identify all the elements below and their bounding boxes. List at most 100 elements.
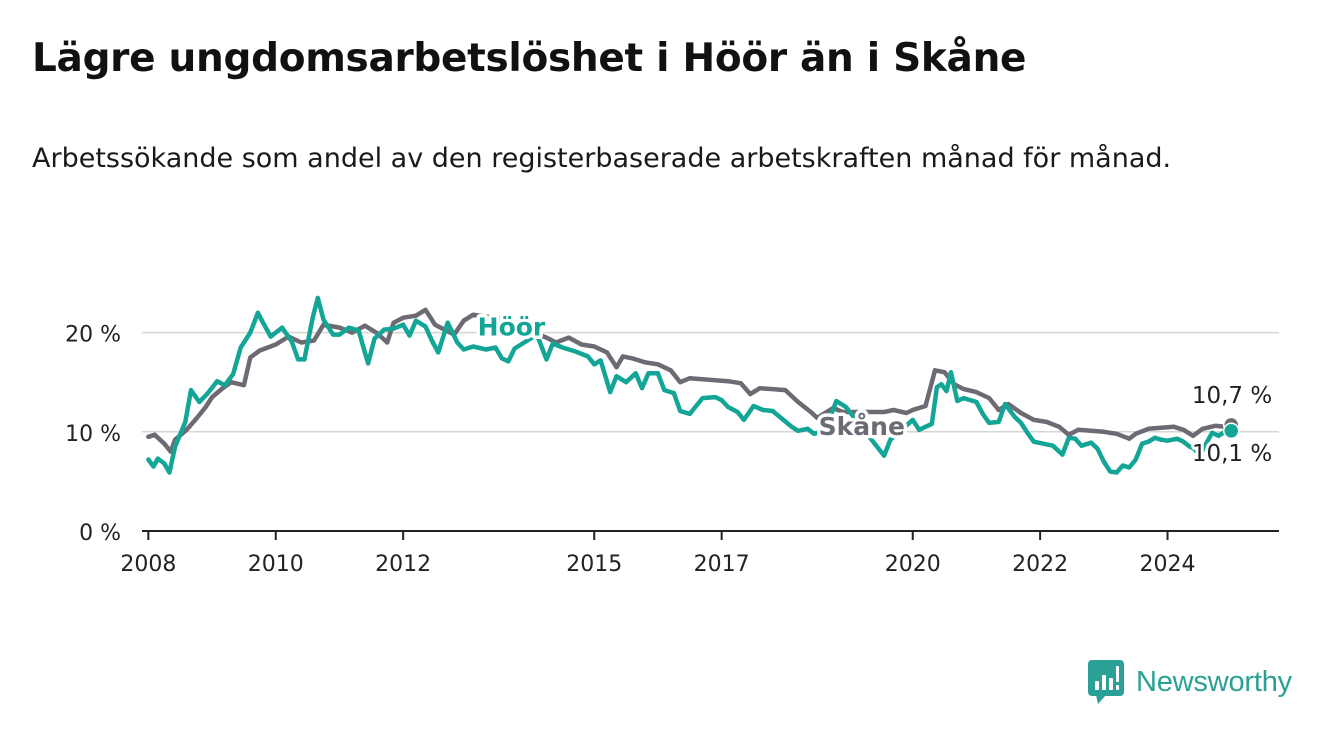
data-point-skane: [210, 395, 215, 400]
data-point-skane: [544, 335, 549, 340]
data-point-hoor: [347, 325, 352, 330]
newsworthy-logo-icon: [1088, 660, 1124, 704]
data-point-hoor: [151, 464, 156, 469]
data-point-hoor: [974, 400, 979, 405]
data-point-skane: [815, 415, 820, 420]
data-point-skane: [579, 342, 584, 347]
end-marker-hoor: [1222, 422, 1240, 440]
data-point-hoor: [1152, 435, 1157, 440]
data-point-skane: [1019, 410, 1024, 415]
data-point-hoor: [1050, 443, 1055, 448]
data-point-hoor: [1165, 438, 1170, 443]
data-point-skane: [337, 325, 342, 330]
data-point-hoor: [882, 453, 887, 458]
data-point-hoor: [483, 347, 488, 352]
data-point-skane: [783, 388, 788, 393]
data-point-skane: [413, 313, 418, 318]
data-point-hoor: [155, 456, 160, 461]
grid-lines: [142, 331, 1279, 433]
data-point-skane: [248, 355, 253, 360]
data-point-hoor: [356, 328, 361, 333]
data-point-hoor: [726, 405, 731, 409]
data-point-hoor: [1095, 446, 1100, 451]
data-point-skane: [219, 387, 224, 392]
data-point-hoor: [878, 449, 883, 454]
data-point-hoor: [1146, 439, 1151, 444]
data-point-hoor: [1187, 444, 1192, 449]
data-point-hoor: [1114, 470, 1119, 475]
data-point-hoor: [939, 382, 944, 387]
data-point-hoor: [796, 428, 801, 433]
data-point-hoor: [445, 320, 450, 325]
data-point-hoor: [948, 370, 953, 375]
series-line-hoor: [146, 295, 1234, 475]
data-point-skane: [499, 317, 504, 322]
data-point-hoor: [261, 320, 266, 325]
data-point-hoor: [544, 357, 549, 362]
data-point-skane: [808, 409, 813, 414]
data-point-hoor: [678, 408, 683, 413]
data-point-skane: [620, 354, 625, 359]
data-point-skane: [257, 348, 262, 353]
data-point-hoor: [934, 385, 939, 390]
y-tick-label: 0 %: [79, 521, 121, 546]
data-point-hoor: [827, 415, 832, 420]
data-point-skane: [996, 407, 1001, 412]
data-point-hoor: [818, 429, 823, 434]
data-point-hoor: [1031, 439, 1036, 444]
x-tick-label: 2020: [885, 552, 941, 577]
data-point-hoor: [222, 383, 227, 388]
data-point-hoor: [1127, 465, 1132, 470]
data-point-hoor: [633, 371, 638, 376]
data-point-hoor: [646, 371, 651, 376]
data-point-hoor: [268, 334, 273, 339]
data-point-skane: [350, 330, 355, 335]
data-point-hoor: [719, 398, 724, 403]
data-point-hoor: [888, 437, 893, 442]
data-point-skane: [882, 409, 887, 414]
data-point-skane: [146, 434, 151, 439]
data-point-hoor: [1175, 436, 1180, 441]
data-point-hoor: [917, 427, 922, 432]
data-point-skane: [1181, 427, 1186, 432]
data-point-hoor: [401, 322, 406, 327]
data-point-skane: [391, 320, 396, 325]
x-tick-label: 2024: [1140, 552, 1196, 577]
series-label-skane: Skåne: [819, 412, 905, 441]
data-point-hoor: [455, 340, 460, 345]
data-point-skane: [1127, 436, 1132, 441]
data-point-skane: [643, 360, 648, 365]
data-point-hoor: [700, 396, 705, 401]
data-point-hoor: [183, 419, 188, 424]
data-point-hoor: [1140, 441, 1145, 446]
x-tick-label: 2017: [694, 552, 750, 577]
data-point-hoor: [1120, 463, 1125, 468]
data-point-hoor: [834, 399, 839, 404]
data-point-skane: [770, 387, 775, 392]
x-tick-label: 2010: [248, 552, 304, 577]
data-point-hoor: [598, 358, 603, 363]
data-point-skane: [1101, 429, 1106, 434]
data-point-hoor: [624, 380, 629, 385]
data-point-skane: [748, 392, 753, 397]
x-tick-label: 2022: [1012, 552, 1068, 577]
data-point-skane: [974, 390, 979, 395]
data-point-skane: [713, 378, 718, 383]
data-point-skane: [1200, 426, 1205, 431]
data-point-hoor: [321, 317, 326, 322]
data-point-skane: [1044, 419, 1049, 424]
data-point-skane: [891, 407, 896, 412]
data-point-skane: [961, 387, 966, 392]
data-point-hoor: [1019, 420, 1024, 425]
series-line-skane: [146, 307, 1234, 454]
data-point-hoor: [499, 356, 504, 361]
data-point-skane: [566, 335, 571, 340]
data-point-hoor: [741, 417, 746, 422]
data-point-hoor: [1012, 414, 1017, 419]
data-point-hoor: [493, 345, 498, 350]
data-point-hoor: [429, 338, 434, 343]
data-point-hoor: [770, 408, 775, 413]
data-point-hoor: [805, 426, 810, 431]
x-tick-label: 2012: [375, 552, 431, 577]
